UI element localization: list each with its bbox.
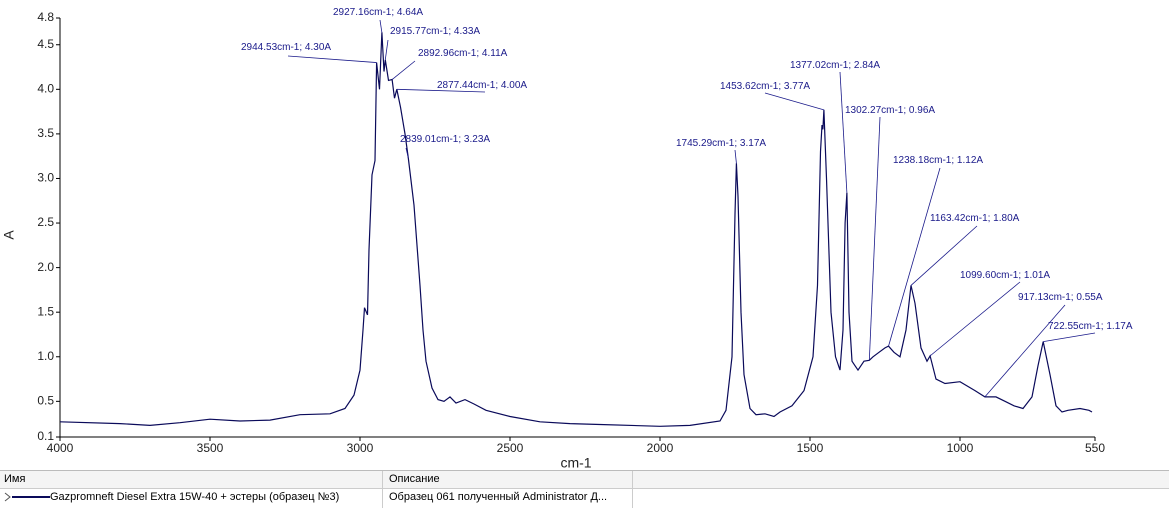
- spectrum-line: [59, 32, 1093, 427]
- annotation-label: 1238.18cm-1; 1.12A: [893, 155, 983, 166]
- annotation-label: 917.13cm-1; 0.55A: [1018, 292, 1103, 303]
- legend-label: Gazpromneft Diesel Extra 15W-40 + эстеры…: [50, 491, 340, 503]
- x-axis-label: cm-1: [560, 455, 591, 470]
- column-header: Описание: [383, 471, 633, 488]
- y-tick-label: 3.5: [37, 126, 54, 140]
- annotation-leader: [839, 71, 848, 193]
- annotation-label: 2892.96cm-1; 4.11A: [418, 48, 508, 59]
- x-tick-label: 3000: [347, 441, 374, 455]
- table-row[interactable]: Gazpromneft Diesel Extra 15W-40 + эстеры…: [0, 489, 1169, 508]
- table-header: Имя Описание: [0, 470, 1169, 489]
- y-tick-label: 2.0: [37, 260, 54, 274]
- annotation-label: 1163.42cm-1; 1.80A: [930, 213, 1020, 224]
- annotation-label: 2915.77cm-1; 4.33A: [390, 26, 480, 37]
- description-cell: Образец 061 полученный Administrator Д..…: [383, 489, 633, 508]
- x-tick-label: 3500: [197, 441, 224, 455]
- y-tick-label: 1.5: [37, 304, 54, 318]
- annotation-leader: [888, 167, 941, 347]
- annotation-label: 1453.62cm-1; 3.77A: [720, 81, 810, 92]
- y-tick-label: 4.0: [37, 81, 54, 95]
- annotation-label: 2877.44cm-1; 4.00A: [437, 80, 527, 91]
- annotation-leader: [734, 149, 737, 164]
- annotation-label: 2839.01cm-1; 3.23A: [400, 134, 490, 145]
- x-tick-label: 550: [1085, 441, 1105, 455]
- annotation-leader: [929, 281, 1021, 357]
- row-icon: [4, 492, 50, 502]
- y-tick-label: 2.5: [37, 215, 54, 229]
- annotation-leader: [910, 225, 978, 286]
- annotation-leader: [396, 88, 486, 93]
- annotation-leader: [1043, 332, 1096, 343]
- annotation-leader: [391, 60, 416, 80]
- x-tick-label: 2000: [647, 441, 674, 455]
- annotation-label: 1377.02cm-1; 2.84A: [790, 60, 880, 71]
- table: Имя Описание Gazpromneft Diesel Extra 15…: [0, 470, 1169, 508]
- annotation-label: 2944.53cm-1; 4.30A: [241, 42, 331, 53]
- x-tick-label: 1500: [797, 441, 824, 455]
- name-cell: Gazpromneft Diesel Extra 15W-40 + эстеры…: [0, 489, 383, 508]
- annotation-leader: [379, 19, 383, 33]
- annotation-leader: [405, 147, 409, 159]
- chart: A cm-1 0.1 0.5 1.0 1.5 2.0 2.5 3.0 3.5 4.0 4.5 4.8…: [1, 7, 1133, 471]
- y-tick-label: 3.0: [37, 171, 54, 185]
- annotation-leader: [764, 92, 825, 111]
- annotation-label: 1099.60cm-1; 1.01A: [960, 270, 1050, 281]
- column-header: Имя: [0, 471, 383, 488]
- annotation-leader: [384, 39, 389, 60]
- y-tick-label: 4.8: [37, 10, 54, 24]
- x-tick-label: 1000: [947, 441, 974, 455]
- y-tick-label: 0.1: [37, 429, 54, 443]
- annotation-label: 1745.29cm-1; 3.17A: [676, 138, 766, 149]
- y-axis-label: A: [1, 230, 17, 240]
- x-tick-label: 2500: [497, 441, 524, 455]
- y-tick-label: 1.0: [37, 349, 54, 363]
- annotation-leader: [868, 116, 881, 361]
- annotation-leader: [984, 304, 1066, 398]
- annotation-label: 1302.27cm-1; 0.96A: [845, 105, 935, 116]
- y-tick-label: 0.5: [37, 394, 54, 408]
- x-tick-label: 4000: [47, 441, 74, 455]
- annotation-label: 2927.16cm-1; 4.64A: [333, 7, 423, 18]
- annotation-leader: [287, 55, 377, 63]
- y-tick-label: 4.5: [37, 37, 54, 51]
- annotation-label: 722.55cm-1; 1.17A: [1048, 321, 1133, 332]
